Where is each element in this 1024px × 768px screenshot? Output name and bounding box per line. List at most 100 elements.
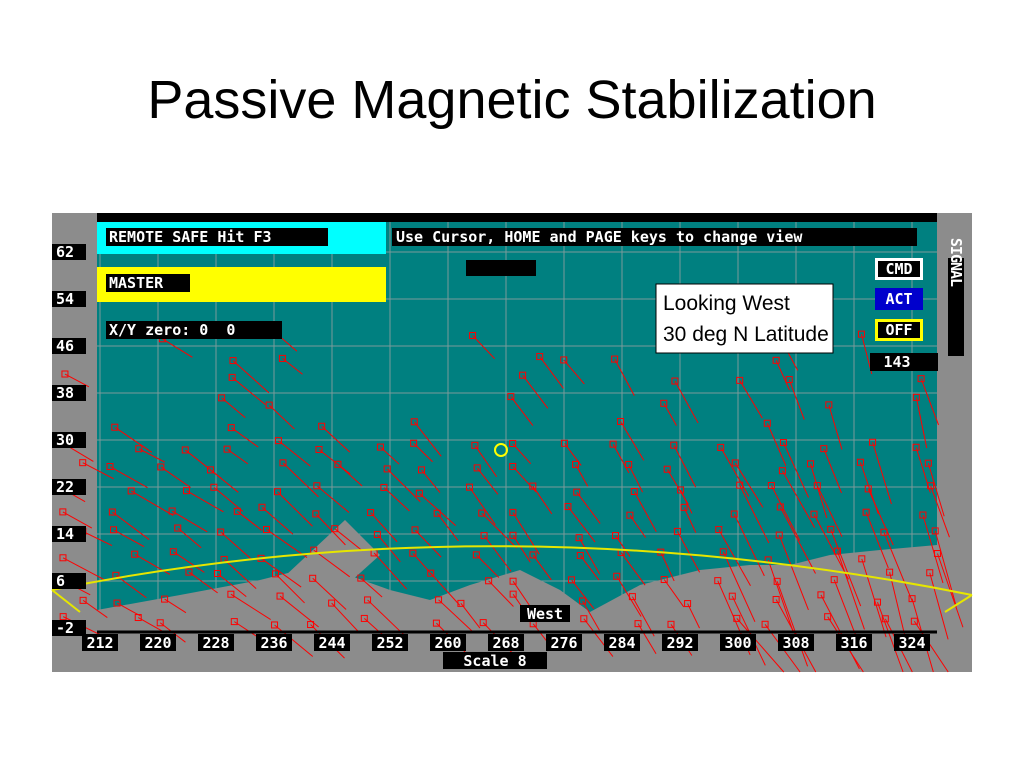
vector: [867, 488, 894, 546]
vector-head: [933, 549, 941, 557]
vector-head: [411, 526, 419, 534]
vector-head: [857, 330, 865, 338]
vector: [438, 599, 473, 632]
cmd-bg: [878, 261, 920, 277]
vector: [927, 463, 945, 517]
vector-head: [779, 439, 787, 447]
vector: [430, 572, 461, 606]
vector-head: [881, 615, 889, 623]
vector: [315, 513, 346, 546]
vector: [109, 466, 148, 489]
vector-head: [278, 354, 286, 362]
vector: [512, 535, 531, 563]
vector: [481, 512, 518, 549]
vector-head: [127, 487, 135, 495]
vector: [539, 356, 564, 389]
vector: [865, 512, 889, 569]
vector-head: [367, 509, 375, 517]
vector: [512, 466, 537, 493]
vector: [567, 506, 596, 543]
vector-head: [813, 482, 821, 490]
act-button[interactable]: [875, 288, 923, 310]
y-label: 22: [56, 478, 74, 496]
x-label: 228: [202, 634, 229, 652]
x-label: 276: [550, 634, 577, 652]
x-label-bg: [430, 634, 466, 651]
vector: [436, 512, 459, 542]
vector-head: [61, 370, 69, 378]
vector-head: [161, 595, 169, 603]
x-label: 212: [86, 634, 113, 652]
vector-head: [880, 528, 888, 536]
vector: [718, 529, 751, 586]
direction-label: West: [527, 605, 563, 623]
vector-head: [825, 401, 833, 409]
cmd-label[interactable]: CMD: [885, 260, 912, 278]
vector-head: [479, 619, 487, 627]
vector-head: [432, 619, 440, 627]
vector-head: [227, 424, 235, 432]
vector-head: [157, 463, 165, 471]
vector: [210, 469, 239, 493]
vector: [386, 468, 421, 503]
vector-head: [364, 596, 372, 604]
vector: [575, 464, 589, 487]
off-bg: [878, 322, 920, 338]
vector-head: [931, 527, 939, 535]
vector-head: [108, 508, 116, 516]
blank-box: [466, 260, 536, 276]
vector-head: [427, 569, 435, 577]
vector: [483, 535, 512, 572]
x-label-bg: [546, 634, 582, 651]
zero-bg: [106, 321, 282, 339]
vector-head: [576, 551, 584, 559]
vector-head: [670, 441, 678, 449]
vector: [421, 469, 441, 493]
vector-head: [473, 464, 481, 472]
vector: [331, 602, 359, 632]
vector-head: [59, 613, 67, 621]
vector: [680, 489, 693, 514]
vector: [813, 513, 849, 580]
act-label[interactable]: ACT: [885, 290, 912, 308]
vector: [266, 529, 308, 558]
vector-head: [272, 570, 280, 578]
vector-head: [856, 458, 864, 466]
vector: [733, 513, 765, 577]
vector: [115, 574, 147, 599]
vector: [781, 470, 816, 528]
vector: [628, 464, 644, 493]
vector-head: [111, 423, 119, 431]
vector: [260, 557, 302, 588]
vector-head: [418, 466, 426, 474]
vector-head: [210, 483, 218, 491]
vector: [823, 448, 842, 494]
vector-head: [886, 568, 894, 576]
vector-head: [207, 466, 215, 474]
vector: [631, 596, 655, 637]
vector-head: [410, 439, 418, 447]
vector: [736, 618, 785, 673]
vector-head: [736, 376, 744, 384]
vector-head: [313, 482, 321, 490]
x-label-bg: [662, 634, 698, 651]
y-label-bg: [52, 338, 86, 354]
vector: [720, 447, 750, 497]
vector: [321, 425, 351, 453]
vector-head: [409, 549, 417, 557]
vector-head: [613, 572, 621, 580]
vector-head: [131, 550, 139, 558]
y-label: 38: [56, 384, 74, 402]
y-label-bg: [52, 620, 86, 636]
x-label-bg: [256, 634, 292, 651]
y-label: 54: [56, 290, 74, 308]
x-label: 316: [840, 634, 867, 652]
vector-head: [680, 503, 688, 511]
vector-head: [772, 356, 780, 364]
y-label: 14: [56, 525, 74, 543]
vector: [674, 380, 699, 424]
vector-head: [509, 531, 517, 539]
x-label: 244: [318, 634, 345, 652]
off-label[interactable]: OFF: [885, 321, 912, 339]
y-label: 6: [56, 572, 65, 590]
